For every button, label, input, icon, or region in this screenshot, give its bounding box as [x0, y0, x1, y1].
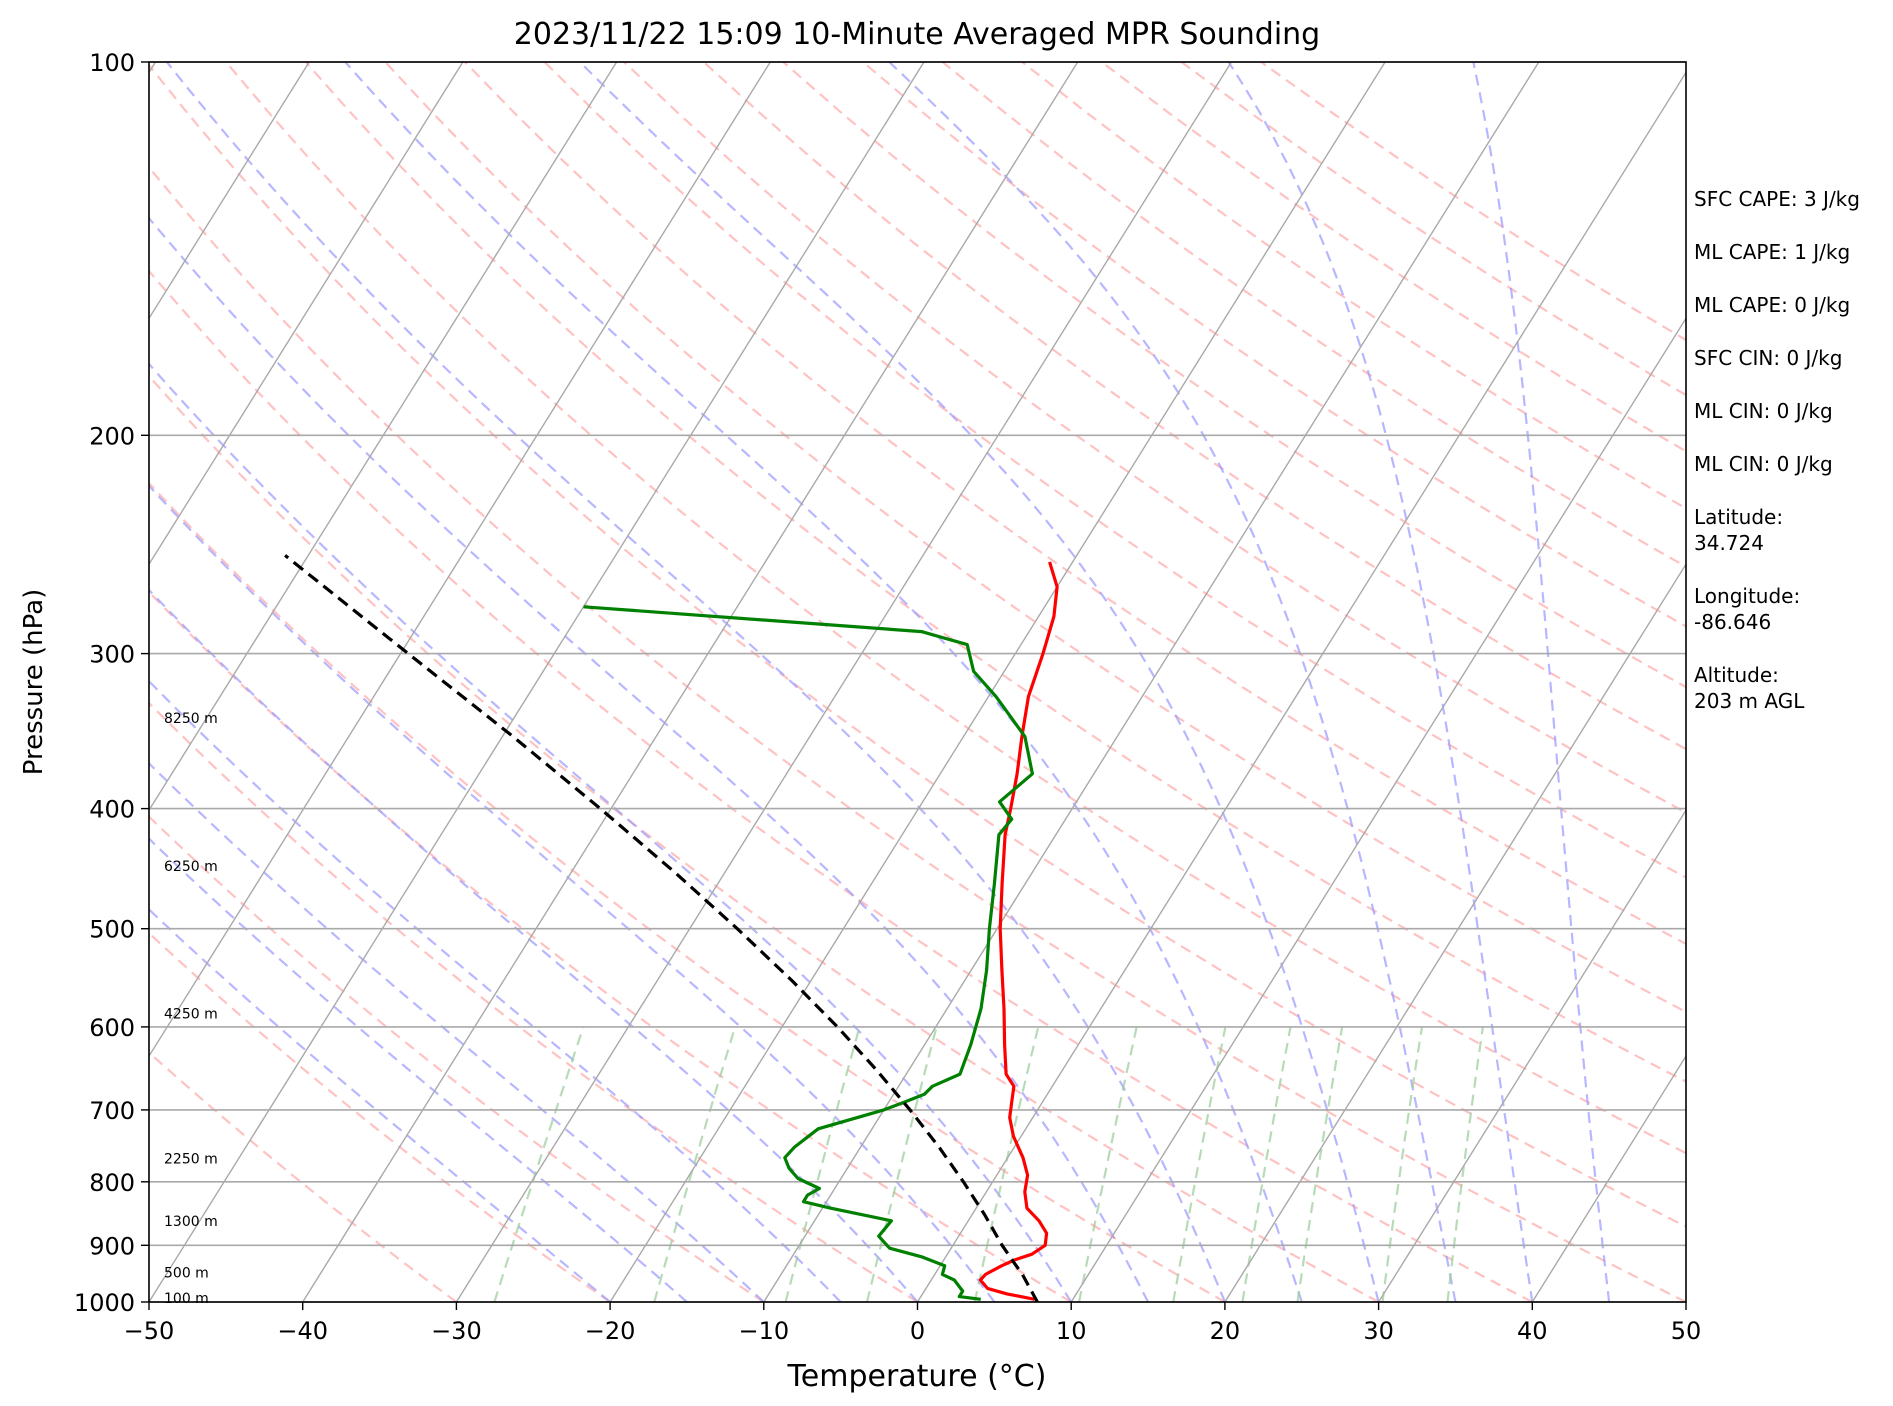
moist-adiabat: [149, 484, 996, 1302]
y-tick-label: 800: [89, 1169, 135, 1197]
moist-adiabat: [1227, 62, 1534, 1302]
mixing-ratio-line: [784, 1026, 861, 1302]
dry-adiabat: [149, 815, 765, 1302]
isotherm: [609, 62, 1386, 1302]
moist-adiabat: [149, 216, 1150, 1302]
x-tick-label: −30: [431, 1317, 482, 1345]
moist-adiabat: [165, 62, 1226, 1302]
sounding-info-panel: SFC CAPE: 3 J/kg ML CAPE: 1 J/kg ML CAPE: …: [1694, 186, 1860, 741]
mixing-ratio-line: [1296, 1026, 1344, 1302]
dry-adiabat: [149, 63, 1686, 1228]
dry-adiabat: [149, 1051, 458, 1302]
isotherm: [149, 62, 310, 320]
mixing-ratio-line: [1078, 1026, 1138, 1302]
x-axis-label: Temperature (°C): [787, 1359, 1047, 1394]
x-tick-label: −20: [585, 1317, 636, 1345]
sounding-info-item: ML CIN: 0 J/kg: [1694, 399, 1833, 423]
isotherm: [149, 62, 464, 566]
x-tick-label: 30: [1363, 1317, 1394, 1345]
height-label: 100 m: [164, 1291, 209, 1307]
moist-adiabat: [344, 62, 1303, 1302]
y-tick-label: 500: [89, 916, 135, 944]
height-label: 2250 m: [164, 1151, 218, 1167]
x-tick-label: −40: [277, 1317, 328, 1345]
x-tick-label: 50: [1671, 1317, 1702, 1345]
isotherm: [1531, 1054, 1686, 1302]
temperature-line: [978, 561, 1059, 1301]
sounding-info-item: ML CIN: 0 J/kg: [1694, 452, 1833, 476]
dry-adiabat: [149, 701, 919, 1302]
height-label: 4250 m: [164, 1006, 218, 1022]
isotherm: [1070, 316, 1686, 1302]
dry-adiabat: [149, 590, 1072, 1302]
sounding-info-item: Altitude: 203 m AGL: [1694, 663, 1805, 713]
dry-adiabat: [543, 62, 1686, 879]
dry-adiabat: [225, 62, 1686, 1155]
sounding-info-item: ML CAPE: 0 J/kg: [1694, 293, 1851, 317]
sounding-info-item: ML CAPE: 1 J/kg: [1694, 240, 1851, 264]
height-label: 6250 m: [164, 859, 218, 875]
isotherm: [1224, 562, 1686, 1302]
x-tick-label: 0: [910, 1317, 925, 1345]
height-label: 1300 m: [164, 1214, 218, 1230]
chart-title: 2023/11/22 15:09 10-Minute Averaged MPR …: [514, 17, 1320, 52]
y-axis-label: Pressure (hPa): [19, 589, 49, 776]
y-tick-label: 600: [89, 1014, 135, 1042]
y-tick-label: 700: [89, 1097, 135, 1125]
y-tick-label: 200: [89, 422, 135, 450]
dry-adiabat: [149, 374, 1380, 1302]
x-tick-label: 40: [1517, 1317, 1548, 1345]
y-tick-label: 300: [89, 641, 135, 669]
y-tick-label: 900: [89, 1232, 135, 1260]
isotherm: [916, 71, 1686, 1302]
y-tick-label: 100: [89, 49, 135, 77]
sounding-info-item: Longitude: -86.646: [1694, 584, 1801, 634]
x-tick-label: −10: [738, 1317, 789, 1345]
mixing-ratio-line: [1381, 1026, 1424, 1302]
sounding-info-item: SFC CAPE: 3 J/kg: [1694, 187, 1860, 211]
x-tick-label: 10: [1056, 1317, 1087, 1345]
height-labels: 8250 m 6250 m 4250 m 2250 m 1300 m 500 m 100 m: [164, 711, 218, 1307]
dry-adiabat: [304, 62, 1686, 1083]
isotherm: [302, 62, 1079, 1302]
dewpoint-line: [583, 605, 1034, 1301]
isotherm: [149, 62, 771, 1058]
mixing-ratio-line: [865, 1026, 938, 1302]
y-tick-label: 400: [89, 796, 135, 824]
sounding-info-item: SFC CIN: 0 J/kg: [1694, 346, 1843, 370]
dry-adiabat: [149, 481, 1226, 1302]
moist-adiabat: [149, 837, 688, 1302]
series-layer: [284, 554, 1059, 1302]
x-tick-label: −50: [124, 1317, 175, 1345]
isotherm: [149, 62, 925, 1302]
isotherm: [1378, 808, 1686, 1302]
axis-ticks: −50 −40 −30 −20 −10 0 10 20 30 40 50 100 200 300 400 50…: [74, 49, 1701, 1345]
moist-adiabat: [149, 588, 919, 1302]
mixing-ratio-line: [973, 1026, 1040, 1302]
mixing-ratio-line: [1172, 1026, 1227, 1302]
height-label: 500 m: [164, 1266, 209, 1282]
dry-adiabat: [384, 62, 1686, 1014]
dry-adiabat: [149, 269, 1533, 1302]
background-lines: [149, 62, 1686, 1302]
moist-adiabat: [149, 761, 765, 1302]
moist-adiabat: [149, 362, 1073, 1302]
height-label: 8250 m: [164, 711, 218, 727]
y-tick-label: 1000: [74, 1289, 135, 1317]
dry-adiabat: [862, 62, 1686, 628]
x-tick-label: 20: [1210, 1317, 1241, 1345]
mixing-ratio-line: [653, 1026, 737, 1302]
isotherm: [455, 62, 1232, 1302]
mixing-ratio-line: [1446, 1026, 1484, 1302]
isotherm: [149, 62, 618, 812]
dry-adiabat: [702, 62, 1686, 751]
dry-adiabat: [149, 931, 611, 1302]
parcel-line: [284, 554, 1039, 1302]
isotherm: [763, 62, 1540, 1302]
moist-adiabat: [888, 62, 1457, 1302]
moist-adiabat: [579, 62, 1380, 1302]
sounding-info-item: Latitude: 34.724: [1694, 505, 1784, 555]
